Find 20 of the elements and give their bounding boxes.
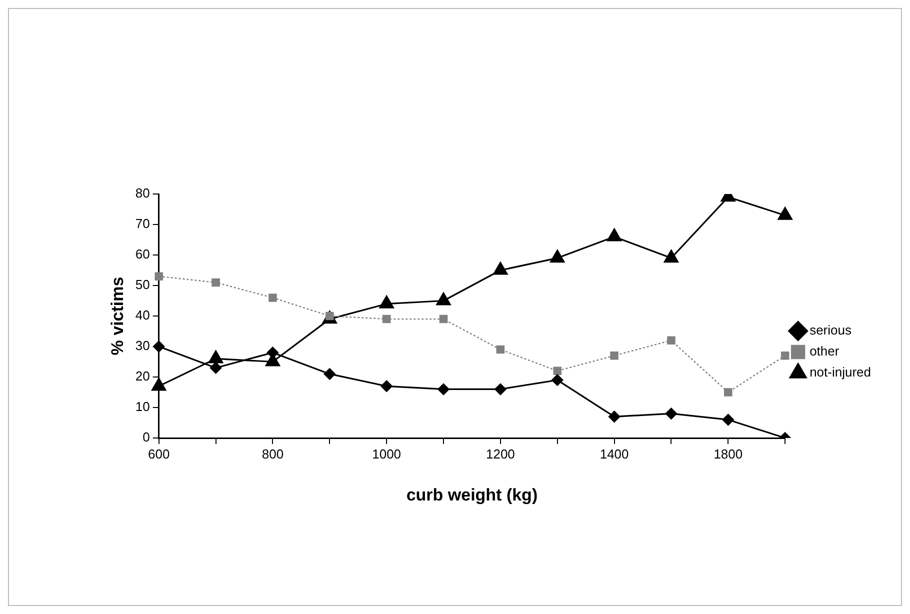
x-tick-label: 600: [148, 446, 170, 462]
x-tick-label: 800: [262, 446, 284, 462]
legend-label: not-injured: [810, 364, 872, 380]
y-tick-label: 40: [135, 308, 150, 323]
y-tick-label: 50: [135, 277, 150, 292]
y-tick-label: 70: [135, 216, 150, 232]
x-tick-label: 1000: [372, 446, 402, 462]
x-axis-title: curb weight (kg): [406, 485, 538, 504]
y-axis-title: % victims: [108, 276, 127, 356]
legend-label: serious: [810, 322, 852, 338]
x-tick-label: 1800: [714, 446, 743, 462]
y-tick-label: 0: [142, 430, 150, 445]
y-tick-label: 20: [135, 368, 150, 384]
x-tick-label: 1200: [486, 446, 515, 462]
y-tick-label: 30: [135, 338, 150, 354]
x-tick-label: 1400: [600, 446, 629, 462]
legend-label: other: [810, 344, 840, 359]
y-tick-label: 60: [135, 246, 150, 262]
y-tick-label: 10: [135, 399, 150, 414]
y-tick-label: 80: [135, 186, 150, 201]
